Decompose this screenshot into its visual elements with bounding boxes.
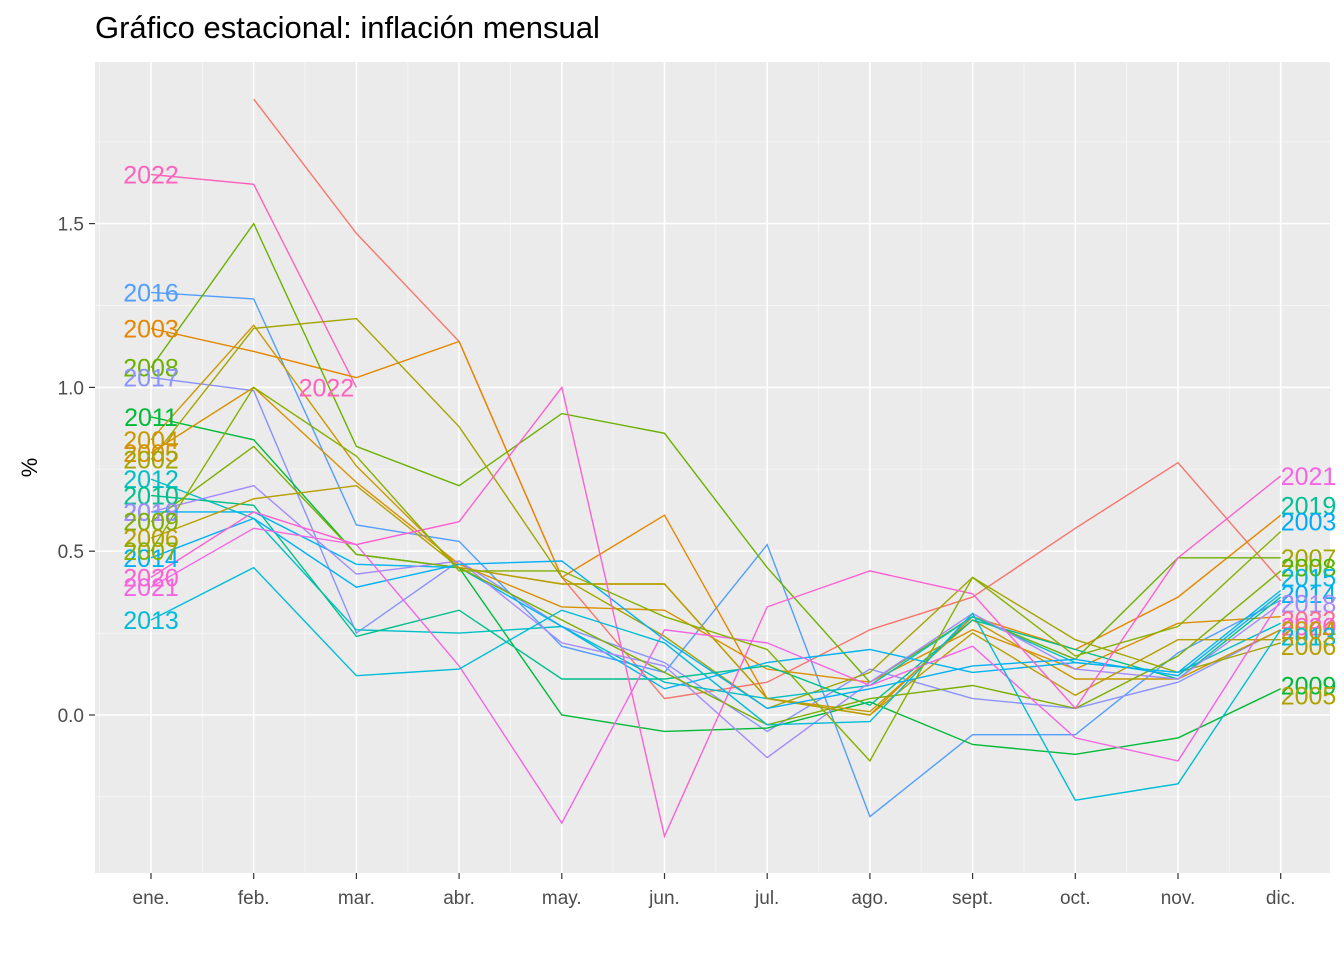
series-end-label-2004: 2004 <box>1281 617 1337 645</box>
series-start-label-2002: 2002 <box>123 446 179 474</box>
series-line-2017 <box>150 376 1282 733</box>
series-line-2019 <box>151 511 1282 690</box>
series-end-label-2022: 2022 <box>1281 607 1337 635</box>
x-tick-label: feb. <box>238 888 270 909</box>
series-labels: 2022201620032008201720112004200520022012… <box>123 161 1336 710</box>
series-end-label-2021: 2021 <box>1281 463 1337 491</box>
series-start-label-2009: 2009 <box>123 509 179 537</box>
series-start-label-2010: 2010 <box>123 483 179 511</box>
series-end-label-2013: 2013 <box>1281 623 1337 651</box>
series-start-label-2004: 2004 <box>123 427 179 455</box>
series-mid-label-2022: 2022 <box>299 374 355 402</box>
series-start-label-2011: 2011 <box>124 404 178 432</box>
series-line-2007 <box>150 386 1282 763</box>
series-end-label-2015: 2015 <box>1281 564 1337 592</box>
series-line-2022 <box>150 173 358 388</box>
y-tick-label: 0.0 <box>58 706 84 727</box>
x-tick-label: dic. <box>1266 888 1296 909</box>
series-end-label-2018: 2018 <box>1281 591 1337 619</box>
series-line-2021 <box>150 527 1282 825</box>
series-start-label-2022: 2022 <box>123 161 179 189</box>
y-tick-label: 1.5 <box>58 215 84 236</box>
series-line-2018 <box>150 484 1282 759</box>
series-start-label-2008: 2008 <box>123 355 179 383</box>
x-tick-label: abr. <box>443 888 475 909</box>
series-start-label-2007: 2007 <box>123 538 179 566</box>
series-end-label-2006: 2006 <box>1281 633 1337 661</box>
series-end-label-2019: 2019 <box>1281 492 1337 520</box>
series-line-2014 <box>150 517 1282 710</box>
series-start-label-2012: 2012 <box>123 466 179 494</box>
series-start-label-2006: 2006 <box>123 525 179 553</box>
x-tick-label: may. <box>542 888 582 909</box>
series-start-label-2021: 2021 <box>123 574 179 602</box>
series-start-label-2020: 2020 <box>123 564 179 592</box>
x-tick-label: ago. <box>851 888 888 909</box>
series-line-2020 <box>150 385 1282 839</box>
series-start-label-2016: 2016 <box>123 279 179 307</box>
series-start-label-2018: 2018 <box>123 499 179 527</box>
y-axis-title: % <box>17 458 42 478</box>
series-line-2013 <box>150 566 1282 801</box>
series-end-label-2014: 2014 <box>1281 581 1337 609</box>
x-tick-label: oct. <box>1060 888 1091 909</box>
series-line-2010 <box>150 494 1282 707</box>
series-end-label-2008: 2008 <box>1281 555 1337 583</box>
series-start-label-2014: 2014 <box>123 545 179 573</box>
series-line-2003 <box>150 327 1282 716</box>
series-end-label-2003: 2003 <box>1281 509 1337 537</box>
x-tick-label: sept. <box>952 888 993 909</box>
series-end-label-2005: 2005 <box>1281 682 1337 710</box>
series-lines <box>150 98 1282 839</box>
x-tick-label: jul. <box>754 888 779 909</box>
series-start-label-2019: 2019 <box>123 499 179 527</box>
series-start-label-2013: 2013 <box>123 607 179 635</box>
y-tick-label: 1.0 <box>58 378 84 399</box>
series-line-2022 <box>253 98 1282 700</box>
series-start-label-2017: 2017 <box>123 365 179 393</box>
series-start-label-2005: 2005 <box>123 440 179 468</box>
x-tick-label: mar. <box>338 888 375 909</box>
series-line-2009 <box>150 445 1282 726</box>
x-tick-label: jun. <box>648 888 680 909</box>
series-end-label-2007: 2007 <box>1281 545 1337 573</box>
chart-title: Gráfico estacional: inflación mensual <box>95 10 600 45</box>
x-tick-label: nov. <box>1161 888 1196 909</box>
series-line-2006 <box>150 484 1281 716</box>
series-line-2008 <box>150 222 1281 684</box>
y-tick-label: 0.5 <box>58 542 84 563</box>
x-tick-label: ene. <box>133 888 170 909</box>
series-end-label-2020: 2020 <box>1281 614 1337 642</box>
series-end-label-2009: 2009 <box>1281 673 1337 701</box>
series-start-label-2003: 2003 <box>123 315 179 343</box>
plot-panel <box>95 62 1330 873</box>
series-line-2011 <box>150 416 1282 756</box>
